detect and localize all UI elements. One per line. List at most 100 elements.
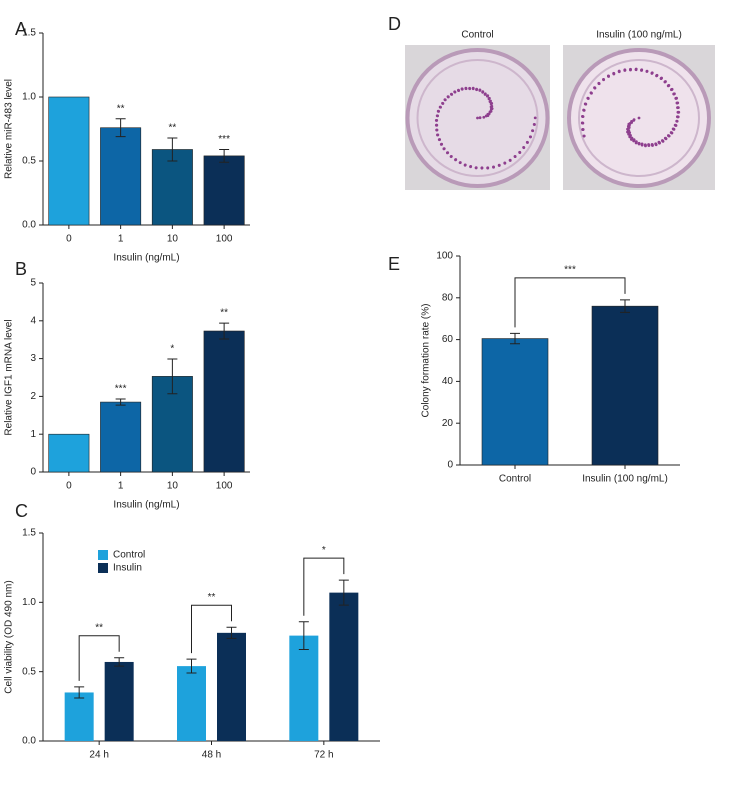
colony bbox=[628, 131, 632, 135]
colony bbox=[437, 109, 441, 113]
significance-label: ** bbox=[95, 622, 103, 633]
x-tick-label: 0 bbox=[66, 481, 72, 492]
colony bbox=[632, 138, 636, 142]
y-tick-label: 1.5 bbox=[22, 528, 36, 539]
y-axis-label: Relative miR-483 level bbox=[4, 79, 15, 179]
x-axis-label: Insulin (ng/mL) bbox=[113, 253, 179, 264]
significance-bracket bbox=[78, 635, 120, 681]
colony bbox=[593, 86, 597, 90]
significance-label: ** bbox=[220, 308, 228, 319]
colony bbox=[617, 70, 621, 74]
colony bbox=[533, 116, 537, 120]
y-tick-label: 1 bbox=[30, 429, 36, 440]
y-axis-label: Cell viability (OD 490 nm) bbox=[4, 580, 15, 693]
colony bbox=[513, 154, 517, 158]
colony bbox=[676, 110, 680, 114]
colony bbox=[666, 84, 670, 88]
error-bar bbox=[114, 657, 125, 667]
error-bar bbox=[115, 118, 126, 138]
colony bbox=[582, 108, 586, 112]
x-tick-label: 100 bbox=[216, 481, 233, 492]
colony bbox=[453, 90, 457, 94]
y-axis-label: Colony formation rate (%) bbox=[421, 304, 432, 418]
y-tick-label: 5 bbox=[30, 278, 36, 289]
colony bbox=[454, 158, 458, 161]
colony bbox=[468, 87, 472, 91]
colony bbox=[674, 97, 678, 100]
colony bbox=[449, 155, 453, 158]
colony bbox=[672, 92, 676, 96]
colony bbox=[486, 112, 490, 116]
colony bbox=[634, 140, 638, 144]
colony bbox=[503, 161, 507, 165]
y-tick-label: 40 bbox=[442, 376, 454, 387]
colony bbox=[675, 119, 679, 123]
y-tick-label: 0.0 bbox=[22, 736, 36, 747]
y-tick-label: 1.5 bbox=[22, 28, 36, 39]
colony bbox=[627, 126, 631, 130]
significance-label: *** bbox=[115, 384, 127, 395]
colony bbox=[612, 72, 616, 76]
y-tick-label: 1.0 bbox=[22, 92, 36, 103]
colony bbox=[671, 127, 675, 131]
colony bbox=[645, 70, 649, 73]
colony bbox=[650, 72, 654, 75]
x-tick-label: 48 h bbox=[202, 750, 221, 761]
colony bbox=[607, 75, 611, 78]
error-bar bbox=[219, 322, 230, 340]
panel-letter: D bbox=[388, 14, 401, 34]
colony bbox=[463, 163, 467, 167]
bar bbox=[217, 632, 246, 741]
colony bbox=[627, 124, 631, 127]
colony bbox=[640, 69, 643, 72]
bar bbox=[203, 330, 245, 473]
colony bbox=[581, 121, 585, 125]
colony bbox=[640, 142, 644, 146]
panel-letter: C bbox=[15, 501, 28, 521]
y-tick-label: 60 bbox=[442, 334, 454, 345]
y-tick-label: 0.0 bbox=[22, 220, 36, 231]
y-tick-label: 1.0 bbox=[22, 597, 36, 608]
colony bbox=[647, 143, 650, 146]
colony bbox=[654, 142, 658, 146]
colony bbox=[632, 119, 636, 122]
bar bbox=[104, 661, 134, 741]
colony bbox=[637, 141, 641, 145]
colony bbox=[474, 166, 478, 170]
colony bbox=[458, 161, 462, 164]
colony bbox=[486, 166, 490, 170]
error-bar bbox=[167, 358, 178, 395]
x-tick-label: 10 bbox=[167, 481, 179, 492]
colony bbox=[643, 143, 647, 147]
bar bbox=[203, 155, 245, 226]
error-bar bbox=[338, 579, 349, 606]
colony bbox=[581, 115, 585, 119]
x-tick-label: 10 bbox=[167, 234, 179, 245]
bar bbox=[151, 149, 193, 226]
error-bar bbox=[167, 137, 178, 162]
bar bbox=[481, 338, 549, 466]
y-tick-label: 20 bbox=[442, 418, 454, 429]
bar bbox=[48, 433, 90, 473]
colony bbox=[660, 139, 664, 142]
colony bbox=[584, 102, 588, 106]
colony bbox=[489, 102, 493, 106]
y-tick-label: 2 bbox=[30, 391, 36, 402]
x-tick-label: 100 bbox=[216, 234, 233, 245]
colony bbox=[476, 116, 479, 120]
colony bbox=[531, 129, 534, 132]
significance-label: ** bbox=[168, 123, 176, 134]
colony bbox=[488, 100, 492, 104]
significance-bracket bbox=[303, 557, 345, 616]
colony bbox=[439, 105, 442, 109]
colony bbox=[446, 95, 450, 99]
colony bbox=[590, 91, 593, 95]
colony bbox=[627, 129, 631, 132]
error-bar bbox=[186, 658, 197, 674]
colony bbox=[435, 123, 439, 127]
colony bbox=[435, 128, 439, 132]
colony bbox=[657, 140, 661, 144]
colony bbox=[489, 107, 493, 111]
colony bbox=[581, 128, 585, 131]
